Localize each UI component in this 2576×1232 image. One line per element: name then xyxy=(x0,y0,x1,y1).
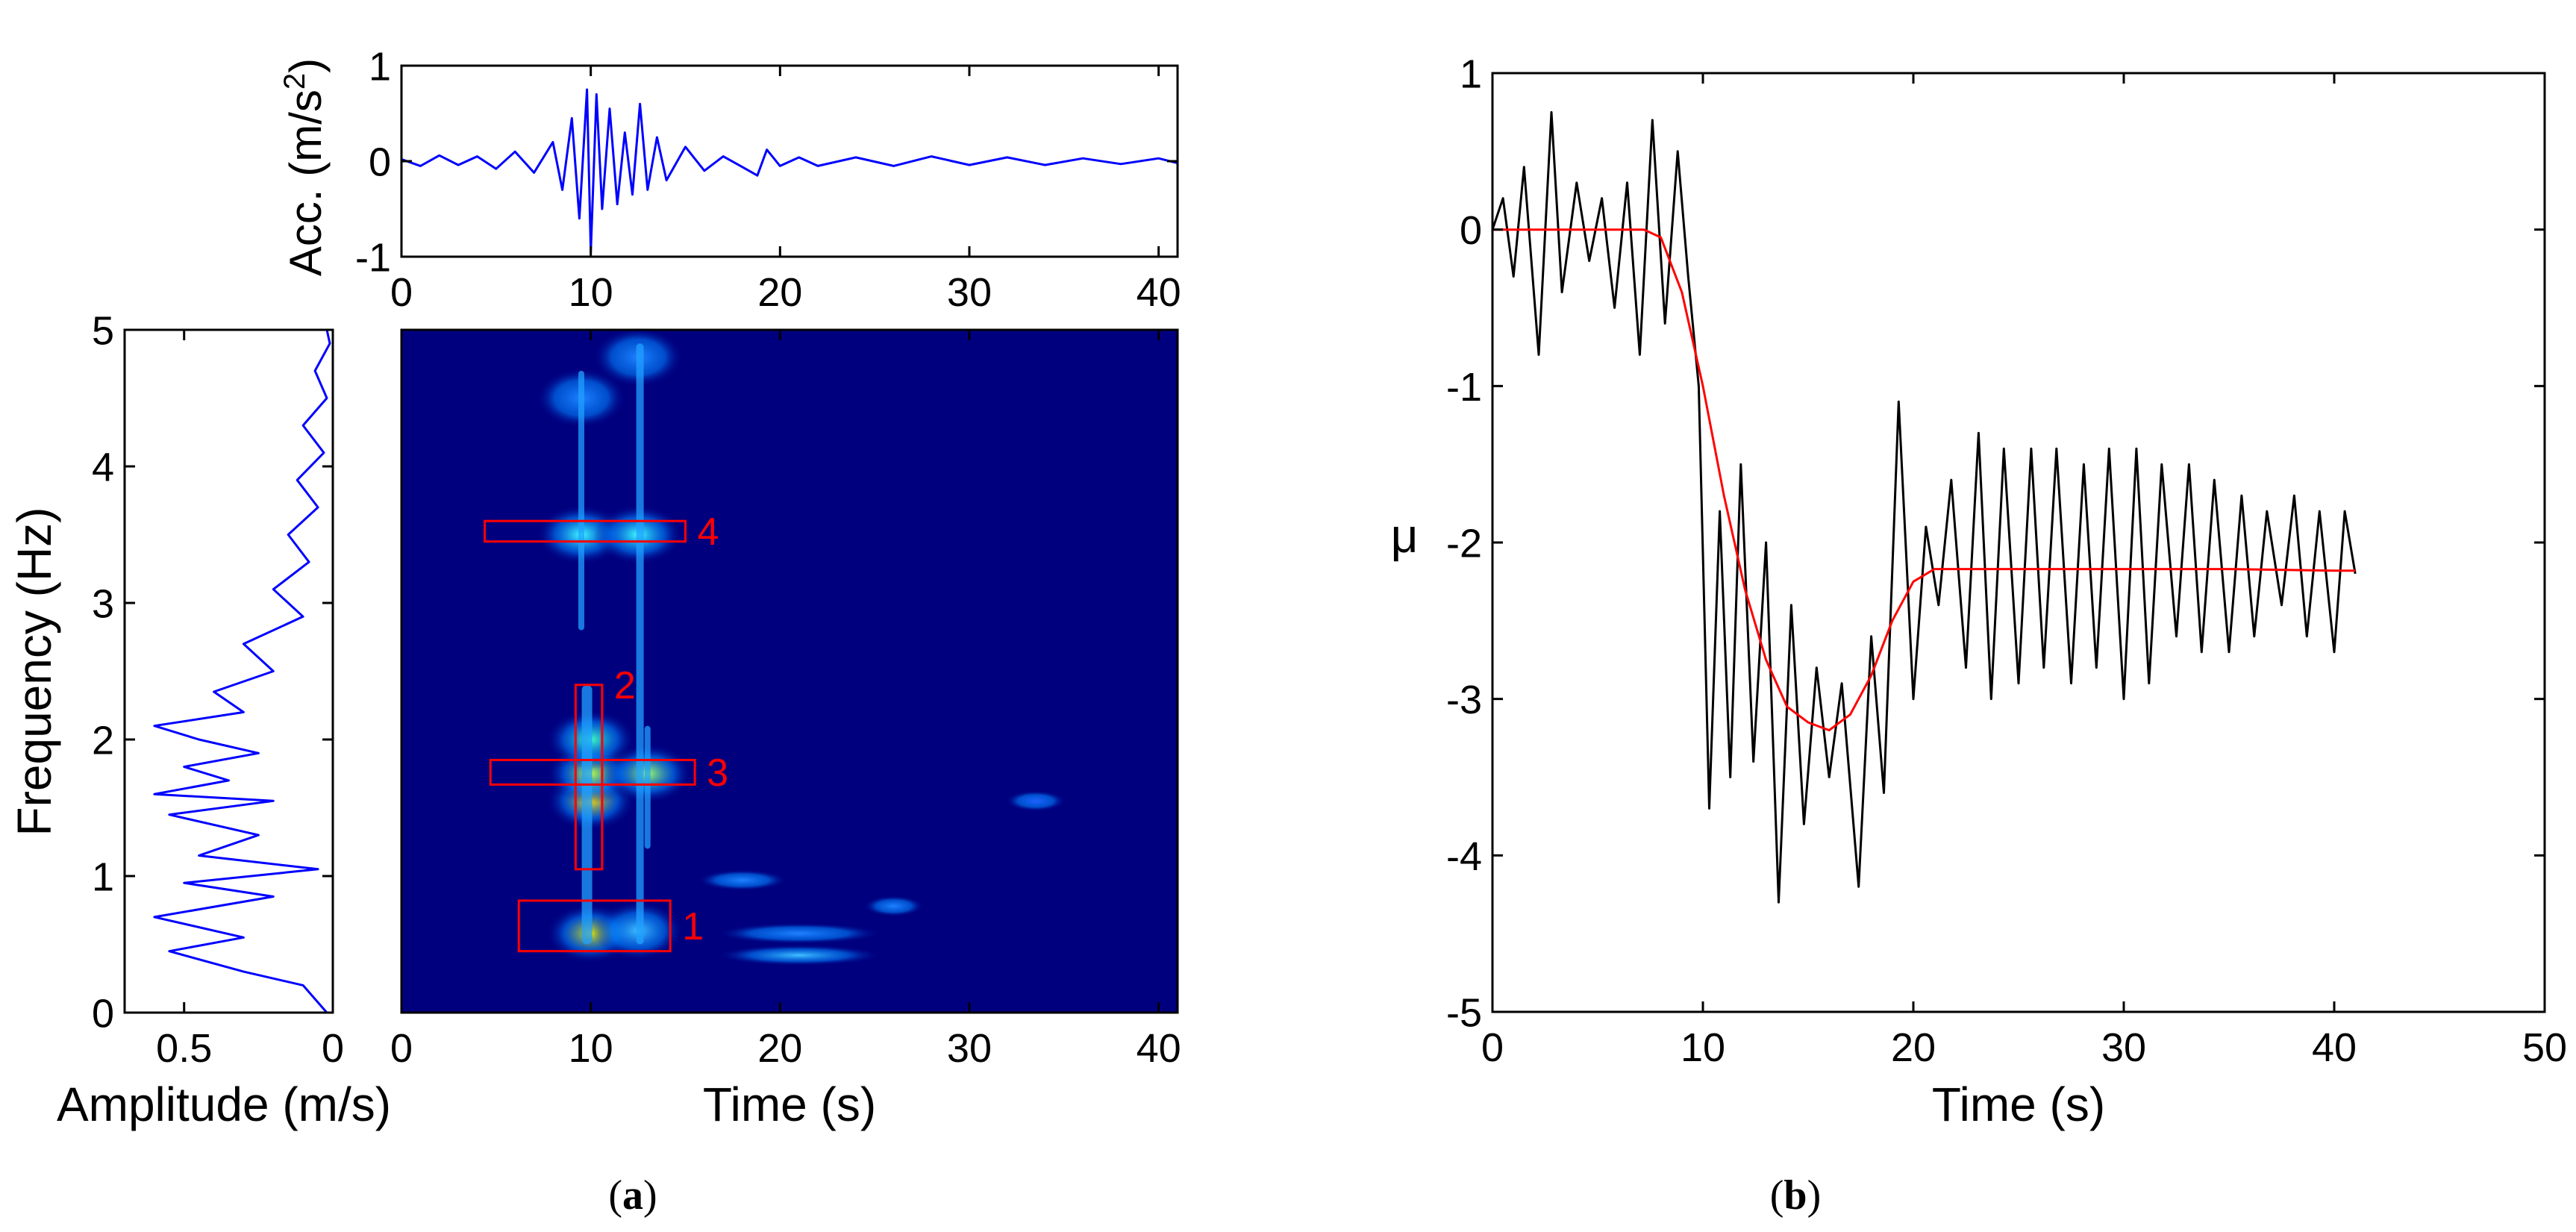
frequency-y-tick-label: 0 xyxy=(92,991,114,1036)
spectrogram-x-tick-label: 20 xyxy=(757,1026,802,1071)
mu-y-tick-label: -4 xyxy=(1446,834,1482,879)
mu-x-tick-label: 20 xyxy=(1891,1025,1936,1070)
mu-ylabel: μ xyxy=(1391,509,1419,563)
frequency-y-tick-label: 4 xyxy=(92,445,114,490)
spectrogram-plot: 1 2 3 4 0 10 20 30 40 Time (s) xyxy=(390,327,1181,1131)
caption-b: (b) xyxy=(1770,1172,1821,1219)
spectrogram-axes-box xyxy=(400,328,1179,1014)
acceleration-line xyxy=(401,88,1178,254)
amplitude-ticks: 0.5 0 0 1 2 3 4 5 xyxy=(92,308,344,1071)
spectrogram-streak xyxy=(581,684,593,945)
mu-ticks: 0 10 20 30 40 50 -5 -4 -3 -2 -1 0 1 xyxy=(1446,51,2567,1070)
mu-y-tick-label: -3 xyxy=(1446,678,1482,722)
spectrogram-box-label-4: 4 xyxy=(697,510,719,554)
caption-a-open: ( xyxy=(608,1172,622,1219)
spectrogram-ticks: 0 10 20 30 40 xyxy=(390,330,1181,1071)
spectrogram-x-tick-label: 30 xyxy=(947,1026,992,1071)
spectrogram-streak xyxy=(636,343,644,945)
acceleration-series xyxy=(401,88,1178,254)
acceleration-y-tick-label: 1 xyxy=(369,44,391,89)
acceleration-x-tick-label: 10 xyxy=(569,270,613,315)
mu-x-tick-label: 0 xyxy=(1481,1025,1504,1070)
spectrogram-box-2 xyxy=(574,684,604,871)
caption-b-letter: b xyxy=(1783,1172,1807,1219)
acceleration-ticks: 0 10 20 30 40-101 xyxy=(355,44,1181,315)
spectrogram-x-tick-label: 40 xyxy=(1137,1026,1181,1071)
mu-y-tick-label: 1 xyxy=(1460,51,1482,96)
amplitude-xlabel: Amplitude (m/s) xyxy=(57,1078,391,1131)
amplitude-x-tick-label: 0.5 xyxy=(156,1026,212,1071)
spectrogram-box-3 xyxy=(489,758,696,786)
mu-xlabel: Time (s) xyxy=(1932,1078,2105,1131)
mu-axes-box xyxy=(1491,72,2546,1013)
spectrogram-blob xyxy=(697,869,787,891)
acceleration-ylabel-text: Acc. (m/s xyxy=(281,90,331,276)
spectrogram-streak xyxy=(644,725,651,849)
mu-y-tick-label: -2 xyxy=(1446,521,1482,566)
caption-b-close: ) xyxy=(1807,1172,1822,1219)
spectrogram-box-label-3: 3 xyxy=(707,751,728,795)
spectrogram-background xyxy=(401,330,1178,1013)
spectrogram-box-4 xyxy=(484,519,687,543)
mu-trend-line xyxy=(1492,228,2356,732)
acceleration-ylabel-close: ) xyxy=(281,58,331,73)
frequency-y-tick-label: 3 xyxy=(92,581,114,626)
spectrogram-blob xyxy=(1005,790,1066,812)
mu-x-tick-label: 50 xyxy=(2522,1025,2567,1070)
acceleration-plot: 0 10 20 30 40-101 Acc. (m/s2) xyxy=(278,44,1181,315)
acceleration-x-tick-label: 40 xyxy=(1137,270,1181,315)
spectrogram-box-label-1: 1 xyxy=(682,905,704,948)
frequency-ylabel: Frequency (Hz) xyxy=(7,507,61,837)
amplitude-plot: 0.5 0 0 1 2 3 4 5 Frequency (Hz) Amplitude (m/s… xyxy=(7,308,391,1131)
amplitude-series xyxy=(153,329,331,1013)
caption-a-close: ) xyxy=(643,1172,657,1219)
spectrogram-box-label-2: 2 xyxy=(614,664,636,707)
spectrogram-xlabel: Time (s) xyxy=(703,1078,876,1131)
mu-y-tick-label: -1 xyxy=(1446,365,1482,410)
spectrogram-x-tick-label: 10 xyxy=(569,1026,613,1071)
amplitude-axes-box xyxy=(123,328,334,1014)
amplitude-x-tick-label: 0 xyxy=(322,1026,344,1071)
mu-series xyxy=(1491,110,2357,904)
mu-y-tick-label: 0 xyxy=(1460,208,1482,253)
acceleration-x-tick-label: 20 xyxy=(757,270,802,315)
mu-x-tick-label: 10 xyxy=(1681,1025,1725,1070)
amplitude-line xyxy=(153,329,331,1013)
acceleration-x-tick-label: 0 xyxy=(390,270,413,315)
acceleration-ylabel: Acc. (m/s2) xyxy=(278,58,331,276)
mu-plot: 0 10 20 30 40 50 -5 -4 -3 -2 -1 0 1 μ Time (s) xyxy=(1391,51,2567,1131)
frequency-y-tick-label: 1 xyxy=(92,854,114,899)
caption-b-open: ( xyxy=(1770,1172,1784,1219)
frequency-y-tick-label: 5 xyxy=(92,308,114,353)
acceleration-x-tick-label: 30 xyxy=(947,270,992,315)
mu-x-tick-label: 40 xyxy=(2312,1025,2357,1070)
spectrogram-blob xyxy=(716,945,881,966)
acceleration-y-tick-label: -1 xyxy=(355,235,391,280)
spectrogram-box-1 xyxy=(517,899,672,953)
mu-y-tick-label: -5 xyxy=(1446,990,1482,1035)
spectrogram-boxes: 1 2 3 4 xyxy=(484,510,728,953)
mu-x-tick-label: 30 xyxy=(2101,1025,2146,1070)
caption-a-letter: a xyxy=(622,1172,643,1219)
caption-a: (a) xyxy=(608,1172,657,1219)
acceleration-y-tick-label: 0 xyxy=(369,140,391,184)
spectrogram-blob xyxy=(863,895,924,917)
acceleration-ylabel-sup: 2 xyxy=(278,73,311,90)
frequency-y-tick-label: 2 xyxy=(92,718,114,763)
spectrogram-x-tick-label: 0 xyxy=(390,1026,413,1071)
spectrogram-streak xyxy=(578,370,584,631)
spectrogram-blobs xyxy=(536,327,1066,966)
mu-raw-line xyxy=(1491,110,2357,904)
spectrogram-blob xyxy=(716,922,881,944)
